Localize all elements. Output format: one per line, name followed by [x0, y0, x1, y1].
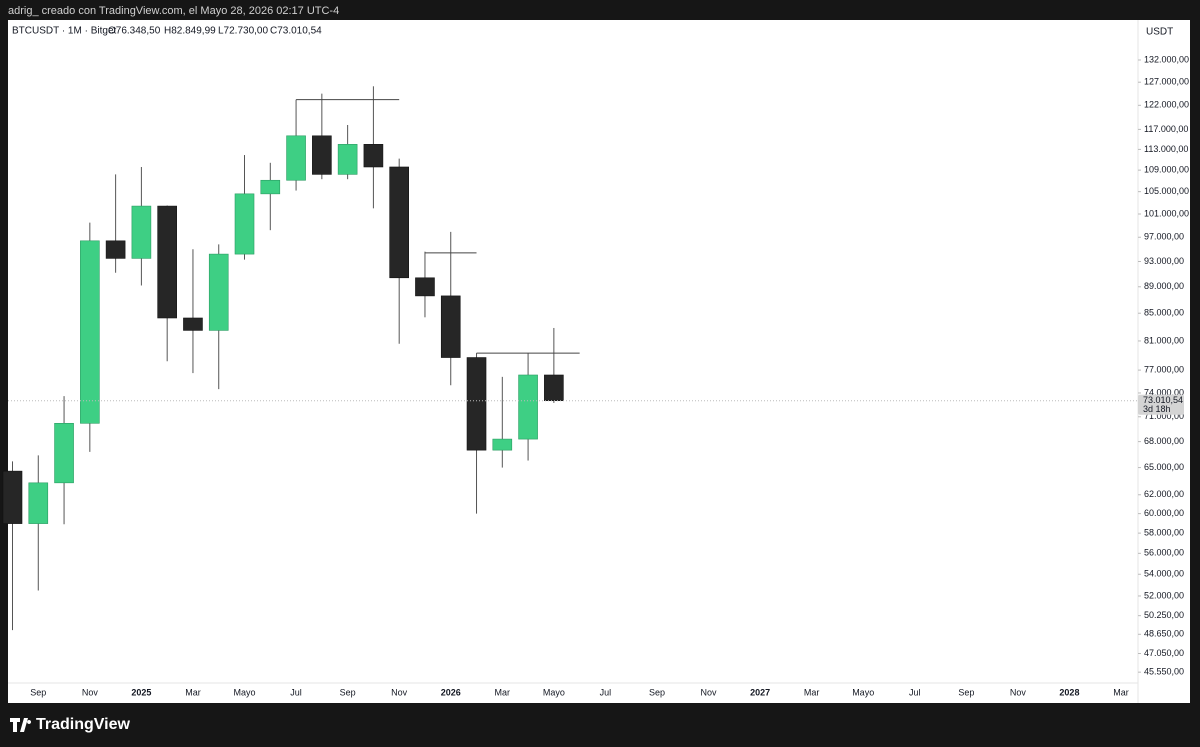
x-tick-label: Mar — [804, 687, 820, 697]
last-price-box — [1138, 394, 1184, 415]
candle-body — [337, 144, 358, 175]
x-tick-label: Sep — [649, 687, 665, 697]
candle-body — [183, 317, 203, 331]
candle-body — [157, 205, 177, 319]
candle-body — [2, 470, 23, 524]
x-tick-label: 2028 — [1059, 687, 1079, 697]
candle-body — [286, 135, 306, 181]
y-tick-label: 132.000,00 — [1144, 54, 1189, 64]
x-tick-label: Mayo — [543, 687, 565, 697]
candle-body — [208, 253, 229, 331]
candle-body — [466, 357, 487, 451]
legend: BTCUSDT · 1M · Bitget O76.348,50 H82.849… — [12, 26, 322, 37]
x-tick-label: Jul — [290, 687, 302, 697]
candle-body — [363, 144, 384, 168]
y-tick-label: 105.000,00 — [1144, 186, 1189, 196]
candle-body — [312, 135, 332, 175]
x-tick-label: Nov — [1010, 687, 1027, 697]
y-tick-label: 93.000,00 — [1144, 256, 1184, 266]
logo-text: TradingView — [36, 716, 131, 733]
y-tick-label: 54.000,00 — [1144, 569, 1184, 579]
x-tick-label: Jul — [909, 687, 921, 697]
x-tick-label: Mar — [495, 687, 511, 697]
x-tick-label: Jul — [600, 687, 612, 697]
x-tick-label: Sep — [340, 687, 356, 697]
candle-body — [80, 240, 100, 424]
y-tick-label: 45.550,00 — [1144, 667, 1184, 677]
candle-body — [131, 205, 152, 259]
x-tick-label: Nov — [701, 687, 718, 697]
x-tick-label: Mar — [185, 687, 201, 697]
x-tick-label: Nov — [82, 687, 99, 697]
candle-body — [105, 240, 126, 259]
x-tick-label: Sep — [30, 687, 46, 697]
candle-body — [415, 277, 435, 297]
y-tick-label: 122.000,00 — [1144, 100, 1189, 110]
y-tick-label: 60.000,00 — [1144, 508, 1184, 518]
candle-body — [492, 438, 513, 451]
legend-high: H82.849,99 — [164, 26, 216, 37]
x-tick-label: 2025 — [131, 687, 151, 697]
x-tick-label: Mayo — [234, 687, 256, 697]
y-tick-label: 68.000,00 — [1144, 436, 1184, 446]
x-tick-label: 2027 — [750, 687, 770, 697]
y-tick-label: 113.000,00 — [1144, 144, 1188, 154]
candle-body — [389, 166, 409, 279]
chart-area — [8, 20, 1190, 703]
y-tick-label: 77.000,00 — [1144, 364, 1184, 374]
candle-body — [260, 179, 281, 195]
attribution: adrig_ creado con TradingView.com, el Ma… — [8, 5, 339, 17]
y-tick-label: 85.000,00 — [1144, 308, 1184, 318]
y-tick-label: 127.000,00 — [1144, 77, 1189, 87]
y-tick-label: 47.050,00 — [1144, 648, 1184, 658]
y-tick-label: 89.000,00 — [1144, 281, 1184, 291]
y-tick-label: 81.000,00 — [1144, 335, 1184, 345]
y-tick-label: 58.000,00 — [1144, 528, 1184, 538]
candle-body — [234, 193, 255, 255]
y-tick-label: 74.000,00 — [1144, 387, 1184, 397]
y-tick-label: 65.000,00 — [1144, 462, 1184, 472]
x-tick-label: 2026 — [441, 687, 461, 697]
logo: TradingView — [10, 716, 131, 733]
y-tick-label: 50.250,00 — [1144, 610, 1184, 620]
x-tick-label: Mar — [1113, 687, 1129, 697]
logo-mark — [10, 718, 32, 732]
y-tick-label: 56.000,00 — [1144, 548, 1184, 558]
x-tick-label: Sep — [958, 687, 974, 697]
legend-open: O76.348,50 — [108, 26, 161, 37]
y-tick-label: 52.000,00 — [1144, 590, 1184, 600]
symbol: BTCUSDT · 1M · Bitget — [12, 26, 116, 37]
y-tick-label: 71.000,00 — [1144, 411, 1184, 421]
y-tick-label: 109.000,00 — [1144, 165, 1189, 175]
x-tick-label: Mayo — [852, 687, 874, 697]
candle-body — [54, 422, 74, 484]
y-tick-label: 97.000,00 — [1144, 232, 1184, 242]
y-tick-label: 48.650,00 — [1144, 629, 1184, 639]
x-tick-label: Nov — [391, 687, 408, 697]
legend-low: L72.730,00 — [218, 26, 268, 37]
candle-body — [28, 482, 49, 524]
y-tick-label: 117.000,00 — [1144, 124, 1188, 134]
candle-body — [440, 295, 461, 358]
candle-body — [544, 374, 564, 402]
last-price-label: 73.010,54 — [1143, 395, 1183, 405]
y-tick-label: 62.000,00 — [1144, 489, 1184, 499]
currency: USDT — [1146, 27, 1173, 38]
candle-body — [518, 374, 538, 440]
legend-close: C73.010,54 — [270, 26, 322, 37]
y-tick-label: 101.000,00 — [1144, 208, 1189, 218]
countdown: 3d 18h — [1143, 404, 1171, 414]
